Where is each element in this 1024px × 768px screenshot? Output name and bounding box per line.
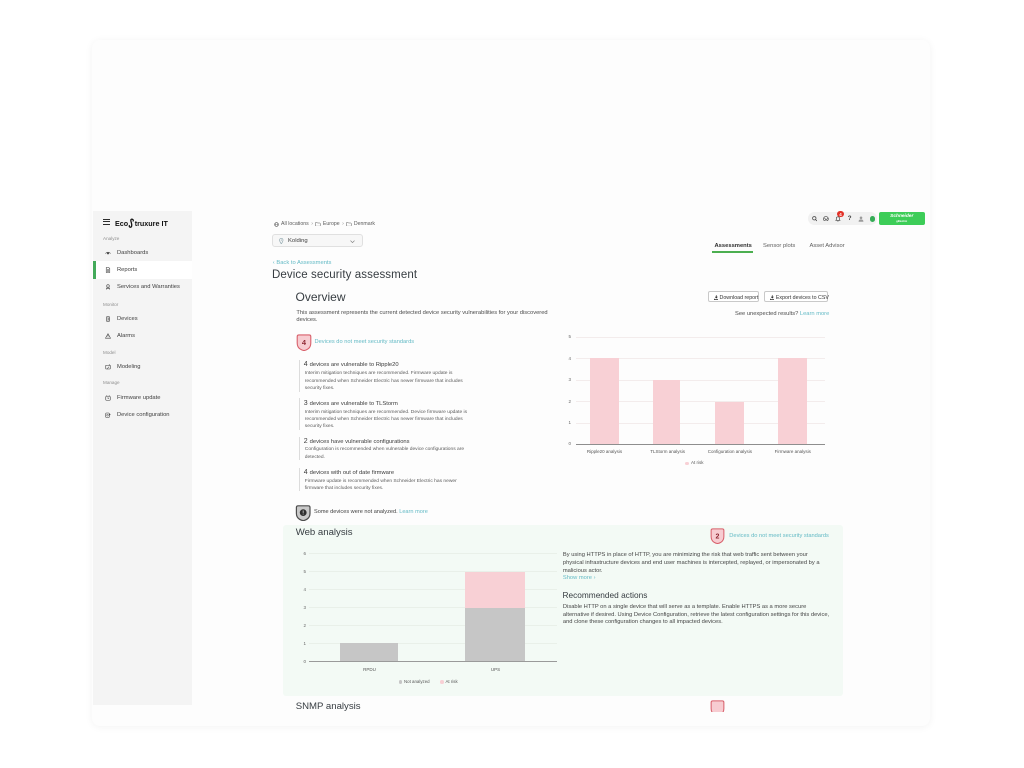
- svg-text:2: 2: [716, 533, 720, 540]
- svg-text:!: !: [302, 510, 304, 516]
- svg-text:4: 4: [302, 338, 307, 347]
